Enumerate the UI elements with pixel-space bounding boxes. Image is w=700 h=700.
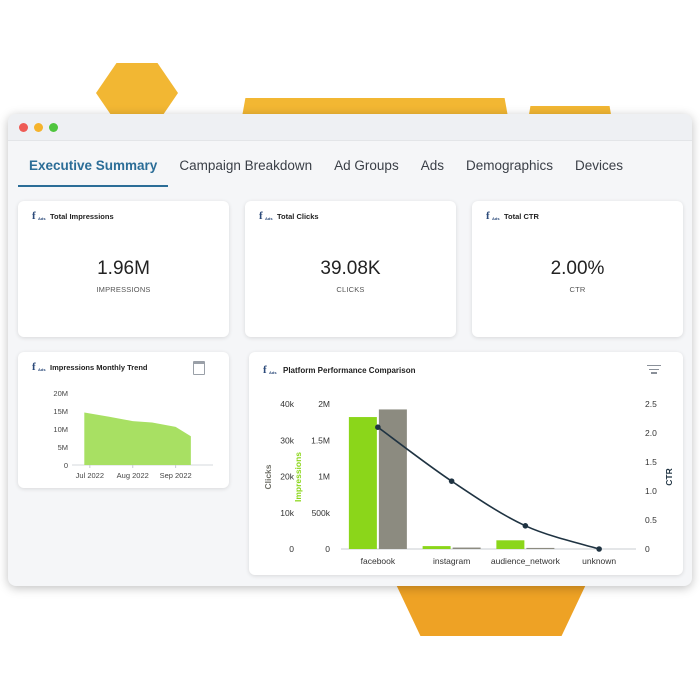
tab-devices[interactable]: Devices <box>575 158 624 173</box>
kpi-label: CTR <box>569 285 586 294</box>
decorative-shape-bottom <box>393 578 589 636</box>
browser-window: Executive Summary Campaign Breakdown Ad … <box>8 114 692 586</box>
minimize-window-button[interactable] <box>34 123 43 132</box>
impressions-trend-chart: 0 5M 10M 15M 20M Jul 2022 Aug 2022 Sep 2022 <box>53 389 213 480</box>
impressions-axis-label: Impressions <box>293 452 303 502</box>
kpi-card-impressions: f Ads Total Impressions 1.96M IMPRESSIONS <box>18 201 229 337</box>
tab-ad-groups[interactable]: Ad Groups <box>334 158 399 173</box>
clicks-axis-tick: 20k <box>280 472 294 482</box>
clicks-bar <box>378 409 407 549</box>
x-tick-label: Aug 2022 <box>117 471 149 480</box>
impressions-bar <box>496 540 525 549</box>
impressions-axis-tick: 2M <box>318 399 330 409</box>
ctr-point <box>596 546 602 552</box>
close-window-button[interactable] <box>19 123 28 132</box>
calendar-icon[interactable] <box>193 361 205 375</box>
ctr-point <box>448 478 455 484</box>
ctr-axis-tick: 0.5 <box>645 515 657 525</box>
ctr-axis-tick: 1.0 <box>645 486 657 496</box>
platform-comparison-chart: 0 10k 20k 30k 40k 0 500k 1M 1.5M 2M 0 0.5 1.0 1.5 2.0 2… <box>263 399 674 566</box>
clicks-axis-tick: 40k <box>280 399 294 409</box>
x-tick-label: Jul 2022 <box>76 471 104 480</box>
kpi-card-clicks: f Ads Total Clicks 39.08K CLICKS <box>245 201 456 337</box>
y-tick-label: 5M <box>58 443 68 452</box>
clicks-axis-tick: 0 <box>289 544 294 554</box>
x-tick-label: Sep 2022 <box>160 471 192 480</box>
impressions-bar <box>422 546 451 549</box>
category-label: unknown <box>582 556 616 566</box>
clicks-axis-tick: 10k <box>280 508 294 518</box>
card-title: Impressions Monthly Trend <box>50 362 148 372</box>
filter-icon[interactable] <box>647 365 661 376</box>
card-title: Platform Performance Comparison <box>283 365 416 375</box>
category-label: facebook <box>361 556 396 566</box>
impressions-trend-card: f Ads Impressions Monthly Trend 0 5M 10M 15M… <box>18 352 229 488</box>
tab-campaign-breakdown[interactable]: Campaign Breakdown <box>179 158 313 173</box>
clicks-axis-tick: 30k <box>280 435 294 445</box>
card-title: Total CTR <box>504 211 539 221</box>
impressions-axis-tick: 500k <box>312 508 331 518</box>
ctr-axis-label: CTR <box>664 468 674 485</box>
ctr-axis-tick: 1.5 <box>645 457 657 467</box>
ctr-axis-tick: 2.0 <box>645 428 657 438</box>
y-tick-label: 15M <box>53 407 68 416</box>
ctr-axis-tick: 0 <box>645 544 650 554</box>
facebook-ads-icon: f Ads <box>259 210 273 222</box>
y-tick-label: 0 <box>64 461 68 470</box>
clicks-bar <box>452 547 481 549</box>
category-label: instagram <box>433 556 470 566</box>
kpi-card-ctr: f Ads Total CTR 2.00% CTR <box>472 201 683 337</box>
clicks-axis-label: Clicks <box>263 464 273 489</box>
impressions-axis-tick: 0 <box>325 544 330 554</box>
facebook-ads-icon: f Ads <box>486 210 500 222</box>
category-label: audience_network <box>491 556 561 566</box>
clicks-bar <box>526 547 555 549</box>
ctr-point <box>522 523 529 529</box>
kpi-value: 2.00% <box>550 258 605 279</box>
tab-ads[interactable]: Ads <box>420 158 444 173</box>
tab-executive-summary[interactable]: Executive Summary <box>18 152 169 187</box>
y-tick-label: 20M <box>53 389 68 398</box>
kpi-label: CLICKS <box>336 285 365 294</box>
kpi-value: 39.08K <box>320 258 381 279</box>
ctr-point <box>375 424 381 430</box>
y-tick-label: 10M <box>53 425 68 434</box>
facebook-ads-icon: f Ads <box>263 364 277 376</box>
card-title: Total Clicks <box>277 211 319 221</box>
window-titlebar <box>8 114 692 141</box>
impressions-area <box>84 412 191 465</box>
dashboard-tabs: Executive Summary Campaign Breakdown Ad … <box>18 152 634 187</box>
kpi-label: IMPRESSIONS <box>96 285 151 294</box>
tab-demographics[interactable]: Demographics <box>465 158 554 173</box>
ctr-axis-tick: 2.5 <box>645 399 657 409</box>
maximize-window-button[interactable] <box>49 123 58 132</box>
ctr-line <box>377 426 600 550</box>
card-title: Total Impressions <box>50 211 114 221</box>
facebook-ads-icon: f Ads <box>32 361 46 373</box>
kpi-value: 1.96M <box>97 258 150 279</box>
facebook-ads-icon: f Ads <box>32 210 46 222</box>
impressions-bar <box>348 417 377 549</box>
impressions-axis-tick: 1M <box>318 472 330 482</box>
impressions-axis-tick: 1.5M <box>311 435 330 445</box>
platform-comparison-card: f Ads Platform Performance Comparison 0 10… <box>249 352 683 575</box>
